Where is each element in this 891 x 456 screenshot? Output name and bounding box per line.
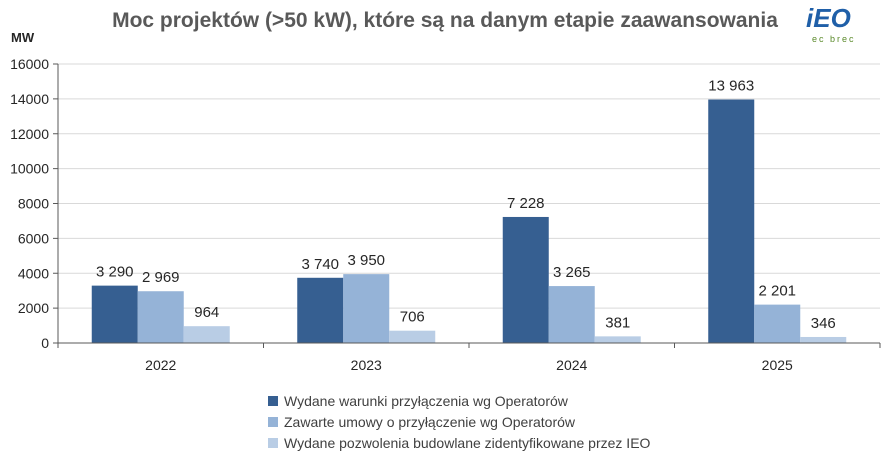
ieo-logo: iEO ec brec (806, 3, 856, 44)
data-label: 381 (605, 314, 630, 331)
bar-2024-series-3 (594, 336, 641, 343)
y-tick-label: 14000 (10, 91, 49, 107)
x-category-label: 2022 (145, 357, 176, 373)
legend-swatch (268, 396, 278, 406)
data-label: 346 (811, 315, 836, 332)
y-tick-label: 8000 (18, 196, 49, 212)
bar-2022-series-2 (137, 291, 184, 343)
bar-2023-series-1 (297, 277, 344, 343)
logo-subtext: ec brec (812, 34, 856, 44)
data-label: 964 (194, 304, 219, 321)
legend-swatch (268, 417, 278, 427)
y-tick-label: 10000 (10, 161, 49, 177)
legend-swatch (268, 438, 278, 448)
bar-2023-series-2 (343, 274, 390, 343)
y-tick-label: 4000 (18, 265, 49, 281)
y-axis-unit-label: MW (11, 30, 35, 45)
bars (91, 99, 847, 343)
x-category-label: 2025 (762, 357, 793, 373)
bar-2025-series-3 (800, 336, 847, 343)
legend: Wydane warunki przyłączenia wg Operatoró… (268, 393, 651, 451)
chart-title: Moc projektów (>50 kW), które są na dany… (112, 9, 778, 32)
data-label: 2 201 (758, 283, 796, 300)
bar-2025-series-2 (754, 304, 801, 343)
bar-2024-series-2 (548, 286, 595, 343)
bar-2023-series-3 (389, 330, 436, 343)
data-label: 7 228 (507, 195, 545, 212)
legend-label: Zawarte umowy o przyłączenie wg Operator… (284, 414, 576, 430)
data-label: 3 740 (301, 256, 339, 273)
data-label: 2 969 (142, 269, 180, 286)
y-tick-label: 6000 (18, 230, 49, 246)
data-label: 3 950 (347, 252, 385, 269)
data-label: 3 265 (553, 264, 591, 281)
data-label: 3 290 (96, 264, 134, 281)
x-category-label: 2023 (351, 357, 382, 373)
bar-2024-series-1 (502, 216, 549, 343)
x-category-label: 2024 (556, 357, 587, 373)
bar-2025-series-1 (708, 99, 755, 343)
y-tick-label: 0 (41, 335, 49, 351)
gridlines (58, 63, 880, 309)
y-axis-ticks: 0 2000 4000 6000 8000 10000 12000 14000 16000 (10, 56, 58, 351)
y-tick-label: 16000 (10, 56, 49, 72)
axes (57, 64, 881, 348)
bar-2022-series-1 (91, 285, 138, 343)
logo-text: iEO (806, 3, 851, 33)
legend-label: Wydane pozwolenia budowlane zidentyfikow… (284, 435, 651, 451)
x-axis-categories: 2022 2023 2024 2025 (145, 357, 793, 373)
data-labels: 3 290 2 969 964 3 740 3 950 706 7 228 3 265 381 1… (96, 78, 836, 332)
y-tick-label: 2000 (18, 300, 49, 316)
bar-2022-series-3 (183, 326, 230, 343)
data-label: 706 (400, 309, 425, 326)
legend-label: Wydane warunki przyłączenia wg Operatoró… (284, 393, 569, 409)
y-tick-label: 12000 (10, 126, 49, 142)
data-label: 13 963 (708, 78, 754, 95)
